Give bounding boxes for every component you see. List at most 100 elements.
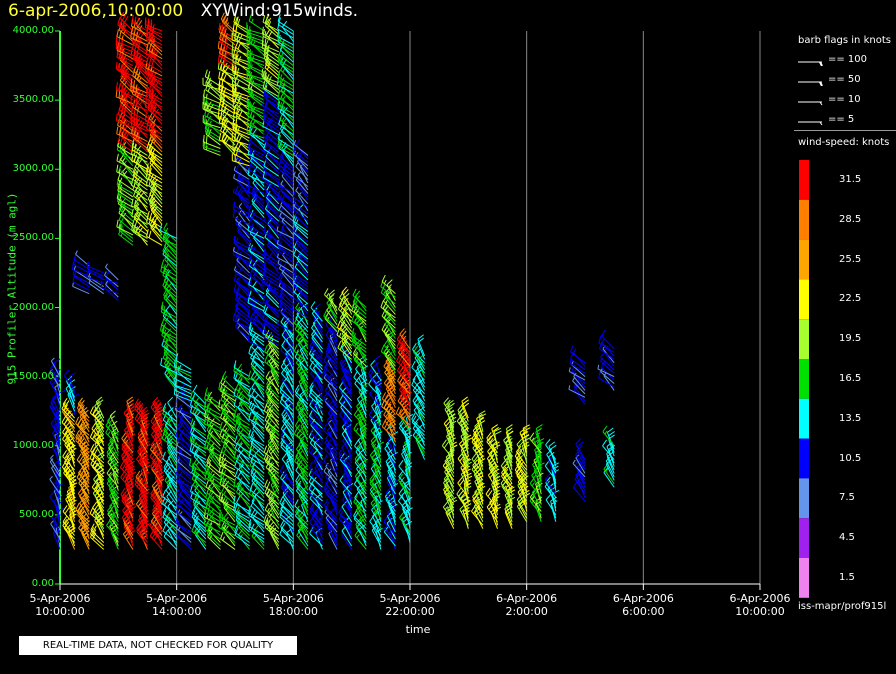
barb-feather	[118, 90, 121, 99]
barb-staff	[88, 279, 105, 291]
barb-staff	[265, 294, 280, 308]
barb-feather	[119, 177, 123, 182]
barb-feather	[163, 222, 168, 230]
barb-feather	[248, 411, 252, 419]
barb-feather	[266, 447, 270, 455]
barb-staff	[105, 277, 119, 291]
barb-feather	[72, 282, 74, 287]
barb-feather	[249, 62, 252, 67]
barb-feather	[235, 59, 237, 64]
barb-feather	[118, 224, 121, 229]
barb-feather	[235, 117, 238, 126]
barb-feather	[221, 524, 224, 529]
wind-barb	[89, 406, 105, 426]
barb-feather	[124, 15, 129, 23]
barb-staff	[55, 479, 61, 498]
barb-staff	[68, 504, 76, 522]
barb-feather	[75, 416, 80, 424]
barb-staff	[50, 523, 61, 540]
barb-feather	[126, 525, 131, 530]
barb-feather	[64, 452, 70, 459]
barb-feather	[163, 322, 167, 327]
barb-feather	[222, 536, 225, 541]
barb-staff	[50, 402, 61, 419]
barb-feather	[78, 455, 84, 463]
barb-feather	[236, 495, 241, 503]
barb-feather	[112, 496, 120, 502]
barb-feather	[94, 503, 100, 511]
barb-feather	[203, 134, 205, 143]
barb-feather	[49, 378, 54, 383]
barb-feather	[190, 391, 193, 399]
barb-feather	[69, 372, 77, 378]
barb-feather	[109, 434, 116, 441]
barb-feather	[251, 18, 254, 23]
barb-feather	[148, 57, 152, 65]
barb-staff	[49, 479, 61, 495]
barb-staff	[126, 400, 134, 419]
barb-staff	[90, 533, 105, 547]
chart-title-bar: 6-apr-2006,10:00:00 XYWind:915winds.	[8, 1, 358, 21]
barb-feather	[111, 415, 115, 419]
wind-barb	[65, 493, 76, 516]
barb-staff	[111, 432, 119, 450]
barb-feather	[64, 400, 70, 407]
barb-feather	[249, 121, 252, 126]
wind-barb	[92, 501, 105, 523]
barb-feather	[90, 523, 95, 531]
wind-barb	[50, 520, 61, 540]
barb-feather	[147, 18, 150, 26]
barb-feather	[119, 460, 125, 468]
barb-feather	[235, 185, 239, 193]
barb-feather	[207, 495, 211, 500]
barb-feather	[195, 461, 200, 466]
barb-feather	[125, 443, 131, 451]
barb-staff	[53, 490, 61, 509]
wind-barb	[62, 515, 75, 536]
barb-feather	[232, 50, 236, 58]
barb-feather	[246, 45, 249, 53]
barb-feather	[232, 116, 235, 125]
barb-staff	[105, 432, 119, 447]
wind-barb	[204, 391, 221, 409]
barb-staff	[72, 285, 90, 295]
wind-barb	[90, 457, 105, 478]
barb-feather	[146, 56, 149, 64]
barb-feather	[105, 263, 108, 268]
barb-feather	[151, 531, 157, 539]
barb-staff	[265, 301, 280, 315]
barb-feather	[266, 359, 270, 364]
barb-feather	[96, 396, 103, 403]
barb-staff	[62, 511, 75, 526]
barb-feather	[233, 478, 237, 486]
barb-feather	[116, 126, 119, 134]
barb-feather	[247, 333, 251, 341]
barb-feather	[124, 424, 130, 431]
barb-staff	[234, 269, 250, 281]
barb-feather	[51, 405, 55, 410]
barb-feather	[125, 439, 129, 444]
wind-barb	[61, 460, 75, 481]
barb-feather	[63, 466, 69, 474]
barb-staff	[74, 276, 90, 288]
barb-feather	[232, 141, 234, 150]
barb-feather	[111, 456, 115, 461]
barb-feather	[125, 409, 131, 416]
barb-feather	[88, 272, 91, 278]
barb-staff	[77, 514, 90, 530]
barb-feather	[161, 317, 165, 326]
wind-barb	[61, 415, 75, 436]
wind-barb	[159, 223, 177, 239]
barb-staff	[52, 446, 61, 464]
barb-feather	[264, 316, 267, 321]
barb-feather	[252, 280, 258, 287]
barb-staff	[175, 522, 192, 533]
barb-staff	[249, 154, 265, 167]
barb-staff	[50, 360, 61, 377]
barb-feather	[64, 456, 70, 463]
barb-feather	[161, 259, 165, 267]
wind-barb	[62, 397, 75, 419]
wind-barb	[49, 490, 61, 512]
barb-feather	[86, 261, 90, 269]
barb-feather	[223, 490, 227, 495]
